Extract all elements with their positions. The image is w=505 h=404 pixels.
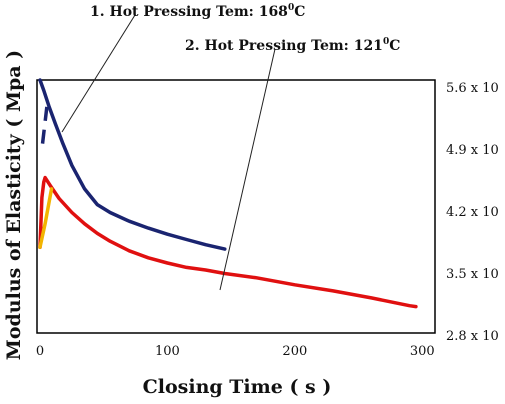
series-3-line bbox=[38, 187, 54, 250]
annotation-1-text: 1. Hot Pressing Tem: 168 bbox=[90, 4, 288, 20]
right-tick-label: 5.6 x 10 bbox=[446, 81, 499, 96]
annotation-1-sup: 0 bbox=[288, 3, 294, 13]
annotation-1-unit: C bbox=[294, 4, 305, 20]
x-tick-label: 300 bbox=[410, 344, 435, 359]
x-tick-label: 0 bbox=[36, 344, 44, 359]
series-1-dashed-segment bbox=[40, 99, 50, 144]
annotation-2-leader bbox=[219, 48, 276, 291]
plot-frame bbox=[36, 79, 436, 334]
x-tick-layer: 0 100 200 300 bbox=[36, 344, 435, 359]
annotation-2: 2. Hot Pressing Tem: 1210C bbox=[185, 37, 400, 54]
right-tick-label: 3.5 x 10 bbox=[446, 267, 499, 282]
series-layer bbox=[38, 78, 418, 309]
x-axis-title: Closing Time ( s ) bbox=[143, 376, 332, 398]
right-tick-layer: 5.6 x 10 4.9 x 10 4.2 x 10 3.5 x 10 2.8 x 10 bbox=[446, 81, 499, 344]
x-tick-label: 100 bbox=[155, 344, 180, 359]
series-2-line bbox=[38, 175, 418, 309]
y-axis-title: Modulus of Elasticity ( Mpa ) bbox=[3, 50, 25, 360]
annotation-1-leader bbox=[61, 14, 136, 133]
right-tick-label: 2.8 x 10 bbox=[446, 329, 499, 344]
annotation-2-sup: 0 bbox=[383, 37, 389, 47]
annotation-2-text: 2. Hot Pressing Tem: 121 bbox=[185, 38, 383, 54]
x-tick-label: 200 bbox=[282, 344, 307, 359]
annotation-2-unit: C bbox=[389, 38, 400, 54]
annotation-1: 1. Hot Pressing Tem: 1680C bbox=[90, 3, 305, 20]
right-tick-label: 4.9 x 10 bbox=[446, 143, 499, 158]
right-tick-label: 4.2 x 10 bbox=[446, 205, 499, 220]
series-1-line bbox=[38, 78, 227, 251]
